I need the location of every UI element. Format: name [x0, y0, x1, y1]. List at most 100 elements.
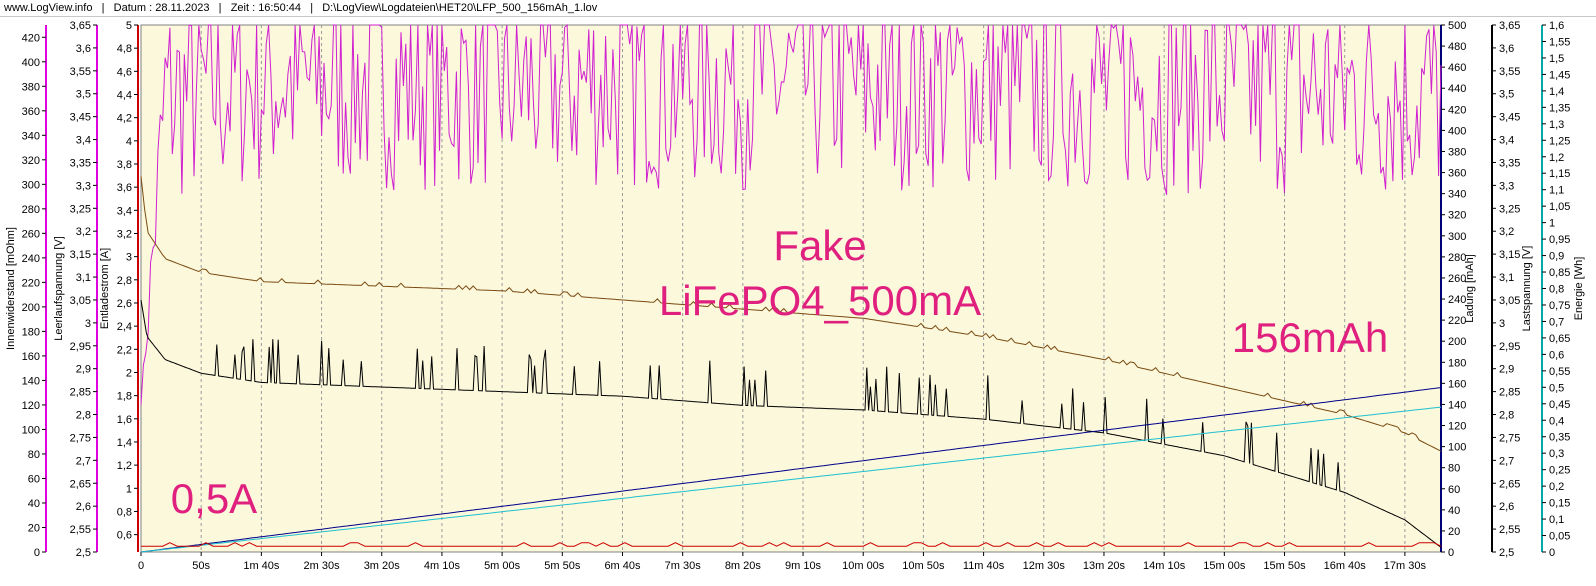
y-tick-label: 380 — [22, 81, 40, 93]
y-tick-label: 180 — [22, 326, 40, 338]
y-tick-label: 3,3 — [1499, 180, 1514, 192]
y-tick-label: 420 — [22, 32, 40, 44]
y-tick-label: 240 — [1448, 294, 1466, 306]
x-tick-label: 17m 30s — [1384, 560, 1427, 572]
y-tick-label: 0,45 — [1549, 399, 1570, 411]
y-tick-label: 3,2 — [76, 226, 91, 238]
y-tick-label: 380 — [1448, 146, 1466, 158]
x-tick-label: 10m 00s — [842, 560, 885, 572]
y-tick-label: 3 — [1499, 318, 1505, 330]
y-tick-label: 0,2 — [1549, 481, 1564, 493]
y-tick-label: 20 — [28, 522, 40, 534]
y-tick-label: 3,5 — [76, 89, 91, 101]
x-tick-label: 15m 50s — [1263, 560, 1306, 572]
y-tick-label: 3,35 — [1499, 157, 1520, 169]
y-tick-label: 2,9 — [1499, 364, 1514, 376]
y-tick-label: 220 — [1448, 315, 1466, 327]
annotation-label: 0,5A — [171, 475, 257, 522]
y-tick-label: 40 — [1448, 505, 1460, 517]
y-tick-label: 0,5 — [1549, 382, 1564, 394]
y-tick-label: 0,8 — [1549, 284, 1564, 296]
y-tick-label: 0,9 — [1549, 251, 1564, 263]
y-tick-label: 3,2 — [1499, 226, 1514, 238]
y-tick-label: 160 — [22, 351, 40, 363]
y-tick-label: 400 — [1448, 125, 1466, 137]
y-tick-label: 4,4 — [117, 89, 132, 101]
y-tick-label: 2,85 — [70, 387, 91, 399]
y-tick-label: 3,6 — [1499, 43, 1514, 55]
y-tick-label: 320 — [22, 155, 40, 167]
x-tick-label: 12m 30s — [1023, 560, 1066, 572]
x-tick-label: 2m 30s — [304, 560, 341, 572]
series-line-4 — [140, 406, 1442, 553]
x-tick-label: 1m 40s — [243, 560, 280, 572]
y-tick-label: 1,1 — [1549, 185, 1564, 197]
x-tick-label: 4m 10s — [424, 560, 461, 572]
y-tick-label: 1,6 — [117, 414, 132, 426]
y-tick-label: 3,5 — [1499, 89, 1514, 101]
y-tick-label: 2,75 — [70, 432, 91, 444]
y-tick-label: 2,65 — [1499, 478, 1520, 490]
separator: | — [218, 2, 222, 14]
y-tick-label: 0,65 — [1549, 333, 1570, 345]
y-tick-label: 2,75 — [1499, 432, 1520, 444]
y-tick-label: 3 — [85, 318, 91, 330]
y-tick-label: 2,6 — [1499, 501, 1514, 513]
y-tick-label: 420 — [1448, 104, 1466, 116]
y-tick-label: 240 — [22, 253, 40, 265]
separator: | — [310, 2, 314, 14]
y-tick-label: 0,25 — [1549, 465, 1570, 477]
y-tick-label: 300 — [1448, 231, 1466, 243]
x-tick-label: 50s — [192, 560, 210, 572]
x-tick-label: 9m 10s — [785, 560, 822, 572]
x-tick-label: 11m 40s — [963, 560, 1005, 572]
x-tick-label: 8m 20s — [725, 560, 762, 572]
y-tick-label: 3,15 — [70, 249, 91, 261]
series-line-0 — [140, 23, 1442, 405]
y-tick-label: 340 — [22, 130, 40, 142]
x-tick-label: 15m 00s — [1203, 560, 1246, 572]
y-tick-label: 2,8 — [76, 410, 91, 422]
y-tick-label: 40 — [28, 498, 40, 510]
x-tick-label: 16m 40s — [1324, 560, 1367, 572]
x-tick-label: 14m 10s — [1143, 560, 1186, 572]
y-tick-label: 2,5 — [1499, 547, 1514, 559]
y-tick-label: 4 — [126, 136, 132, 148]
y-tick-label: 440 — [1448, 83, 1466, 95]
x-tick-label: 3m 20s — [364, 560, 401, 572]
y-tick-label: 60 — [1448, 484, 1460, 496]
y-tick-label: 3,3 — [76, 180, 91, 192]
y-tick-label: 0 — [1549, 547, 1555, 559]
y-tick-label: 3,1 — [1499, 272, 1514, 284]
series-line-3 — [140, 387, 1442, 553]
y-tick-label: 2,95 — [70, 341, 91, 353]
y-tick-label: 0,35 — [1549, 432, 1570, 444]
y-tick-label: 3,35 — [70, 157, 91, 169]
y-tick-label: 0 — [1448, 547, 1454, 559]
x-tick-label: 13m 20s — [1083, 560, 1126, 572]
file-path-label: D:\LogView\Logdateien\HET20\LFP_500_156m… — [322, 2, 598, 14]
y-tick-label: 2,8 — [117, 275, 132, 287]
y-tick-label: 1,3 — [1549, 119, 1564, 131]
y-tick-label: 2,65 — [70, 478, 91, 490]
y-tick-label: 100 — [22, 424, 40, 436]
y-tick-label: 2,5 — [76, 547, 91, 559]
y-tick-label: 260 — [22, 228, 40, 240]
y-tick-label: 3,65 — [1499, 20, 1520, 32]
y-tick-label: 0,05 — [1549, 531, 1570, 543]
series-line-1 — [140, 176, 1442, 452]
y-tick-label: 2,2 — [117, 344, 132, 356]
y-tick-label: 300 — [22, 179, 40, 191]
y-tick-label: 0,1 — [1549, 514, 1564, 526]
y-tick-label: 1,15 — [1549, 168, 1570, 180]
series-line-5 — [141, 542, 1442, 547]
y-tick-label: 4,6 — [117, 66, 132, 78]
x-tick-label: 10m 50s — [902, 560, 945, 572]
y-tick-label: 0 — [34, 547, 40, 559]
axis-label-ir: Innenwiderstand [mOhm] — [5, 227, 17, 350]
axis-label-ocv: Leerlaufspannung [V] — [53, 236, 65, 341]
y-tick-label: 3,6 — [76, 43, 91, 55]
y-tick-label: 3,55 — [1499, 66, 1520, 78]
y-tick-label: 1,25 — [1549, 135, 1570, 147]
